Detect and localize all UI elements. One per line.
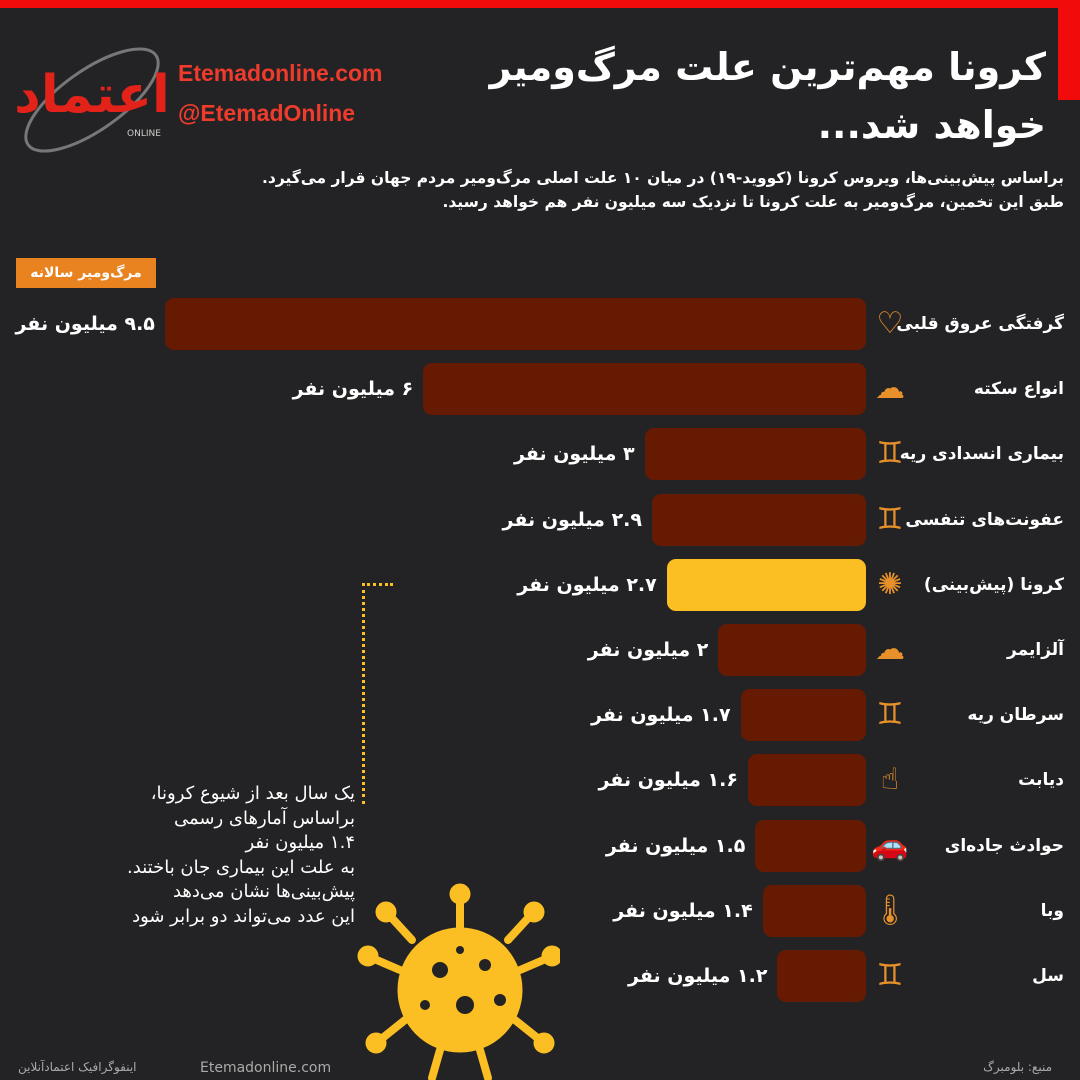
bar-value-label: ۶ میلیون نفر [292, 378, 414, 401]
etemad-logo: اعتماد ONLINE [14, 47, 170, 153]
category-label: بیماری انسدادی ریه [899, 444, 1064, 465]
intro-line-1: براساس پیش‌بینی‌ها، ویروس کرونا (کووید-۱… [261, 169, 1064, 187]
intro-line-2: طبق این تخمین، مرگ‌ومیر به علت کرونا تا … [442, 193, 1064, 211]
lungs-icon: ♊ [876, 501, 904, 537]
site-url: Etemadonline.com [178, 60, 383, 86]
finger-icon: ☝ [880, 762, 900, 798]
category-label: کرونا (پیش‌بینی) [923, 574, 1064, 595]
bar [747, 754, 866, 807]
svg-text:ONLINE: ONLINE [127, 129, 161, 139]
annotation-note: یک سال بعد از شیوع کرونا، براساس آمارهای… [90, 782, 355, 929]
chart-row: ۶ میلیون نفر ☁ انواع سکته [0, 363, 1080, 416]
legend-label: مرگ‌ومیر سالانه [16, 258, 156, 288]
chart-row: ۱.۵ میلیون نفر 🚗 حوادث جاده‌ای [0, 819, 1080, 872]
chart-row: ۱.۲ میلیون نفر ♊ سل [0, 950, 1080, 1002]
bar [755, 819, 866, 872]
bar-value-label: ۱.۵ میلیون نفر [605, 834, 746, 857]
chart-row: ۱.۶ میلیون نفر ☝ دیابت [0, 754, 1080, 807]
chart-row: ۲ میلیون نفر ☁ آلزایمر [0, 624, 1080, 676]
note-line: براساس آمارهای رسمی [174, 807, 355, 829]
svg-text:اعتماد: اعتماد [14, 65, 170, 125]
bar [644, 428, 866, 481]
bar-value-label: ۳ میلیون نفر [513, 443, 635, 466]
lungs-icon: ♊ [876, 958, 904, 993]
chart-row: ۲.۹ میلیون نفر ♊ عفونت‌های تنفسی [0, 493, 1080, 546]
bar-value-label: ۱.۲ میلیون نفر [628, 965, 768, 987]
intro-text: براساس پیش‌بینی‌ها، ویروس کرونا (کووید-۱… [164, 166, 1064, 214]
bar [762, 884, 866, 937]
source-credit: منبع: بلومبرگ [983, 1060, 1052, 1074]
bar-value-label: ۱.۶ میلیون نفر [598, 769, 738, 792]
chart-row: ۳ میلیون نفر ♊ بیماری انسدادی ریه [0, 428, 1080, 481]
top-red-bar [0, 0, 1080, 8]
annotation-leader-line [362, 583, 393, 804]
footer-site: Etemadonline.com [200, 1060, 332, 1076]
category-label: سل [1032, 966, 1064, 986]
note-line: به علت این بیماری جان باختند. [127, 856, 355, 878]
title-line-2: خواهد شد... [817, 103, 1046, 147]
note-line: یک سال بعد از شیوع کرونا، [150, 783, 355, 804]
bar [423, 363, 866, 416]
note-line: پیش‌بینی‌ها نشان می‌دهد [172, 881, 355, 902]
category-label: سرطان ریه [967, 705, 1064, 726]
lungs-icon: ♊ [876, 436, 904, 472]
chart-row: ۱.۴ میلیون نفر 🌡 وبا [0, 884, 1080, 937]
red-accent-strip [1058, 0, 1080, 100]
bar [666, 558, 866, 611]
category-label: عفونت‌های تنفسی [905, 509, 1064, 530]
note-line: ۱.۴ میلیون نفر [245, 832, 355, 853]
bar [740, 689, 866, 742]
bar-value-label: ۱.۷ میلیون نفر [591, 704, 731, 727]
bar-value-label: ۲.۷ میلیون نفر [517, 573, 657, 596]
social-handle: @EtemadOnline [178, 100, 356, 126]
heart-icon: ♡ [876, 306, 904, 341]
category-label: دیابت [1018, 770, 1064, 791]
virus-illustration [357, 883, 560, 1080]
category-label: انواع سکته [973, 379, 1064, 400]
lungs-icon: ♊ [876, 697, 904, 733]
bar [777, 950, 866, 1002]
category-label: آلزایمر [1007, 640, 1064, 660]
page-title: کرونا مهم‌ترین علت مرگ‌ومیر خواهد شد... [486, 38, 1046, 154]
car-icon: 🚗 [871, 827, 909, 863]
bar-value-label: ۱.۴ میلیون نفر [613, 899, 753, 922]
bar [164, 298, 866, 350]
bar-value-label: ۲ میلیون نفر [587, 639, 709, 661]
bar-value-label: ۲.۹ میلیون نفر [502, 508, 642, 531]
title-line-1: کرونا مهم‌ترین علت مرگ‌ومیر [489, 45, 1046, 89]
brain-icon: ☁ [875, 632, 905, 667]
chart-row: ۹.۵ میلیون نفر ♡ گرفتگی عروق قلبی [0, 298, 1080, 350]
category-label: حوادث جاده‌ای [944, 835, 1064, 856]
chart-row: ۱.۷ میلیون نفر ♊ سرطان ریه [0, 689, 1080, 742]
infographic-credit: اینفوگرافیک اعتمادآنلاین [18, 1060, 137, 1074]
thermometer-icon: 🌡 [870, 892, 910, 928]
category-label: وبا [1040, 900, 1064, 921]
note-line: این عدد می‌تواند دو برابر شود [132, 905, 355, 927]
chart-row: ۲.۷ میلیون نفر ✺ کرونا (پیش‌بینی) [0, 558, 1080, 611]
virus-icon: ✺ [877, 566, 903, 602]
category-label: گرفتگی عروق قلبی [896, 314, 1064, 334]
bar-value-label: ۹.۵ میلیون نفر [15, 313, 155, 335]
bar [651, 493, 866, 546]
bar [718, 624, 866, 676]
brain-icon: ☁ [875, 371, 905, 407]
